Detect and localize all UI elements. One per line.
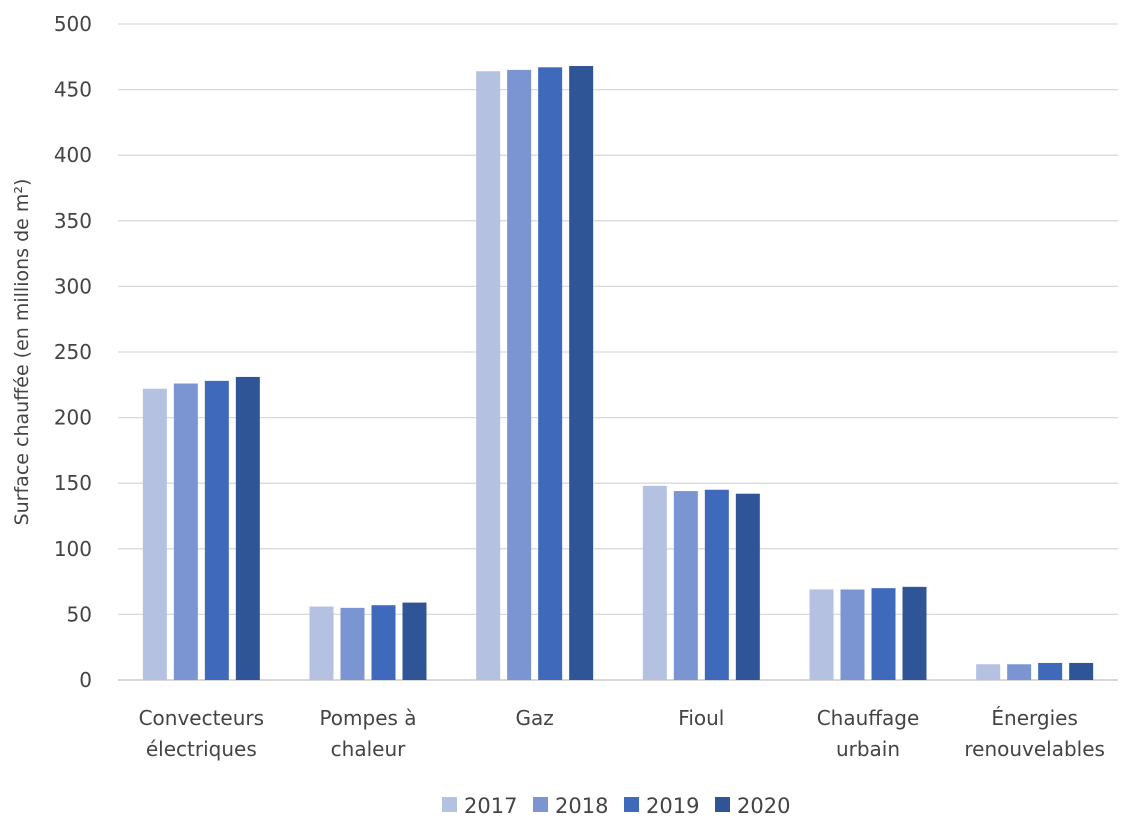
legend-label-2018: 2018 [555, 794, 608, 818]
legend-label-2020: 2020 [737, 794, 790, 818]
y-tick-label: 300 [54, 274, 92, 298]
legend-label-2017: 2017 [464, 794, 517, 818]
bar-2017 [809, 589, 834, 680]
bar-2017 [976, 664, 1001, 680]
y-tick-label: 400 [54, 143, 92, 167]
bar-2018 [840, 589, 865, 680]
bar-2019 [1038, 662, 1063, 680]
y-tick-label: 350 [54, 209, 92, 233]
legend-swatch-2017 [442, 797, 457, 812]
x-category-label: Énergies renouvelables [964, 706, 1105, 761]
legend-swatch-2019 [624, 797, 639, 812]
bar-2020 [569, 65, 594, 680]
y-tick-label: 0 [79, 668, 92, 692]
bar-2019 [704, 489, 729, 680]
gridlines [118, 23, 1118, 681]
x-category-label: Pompes à chaleur [319, 706, 416, 761]
bar-2020 [402, 602, 427, 680]
bars [142, 65, 1094, 681]
bar-2019 [871, 588, 896, 680]
bar-2020 [735, 493, 760, 680]
legend-swatch-2018 [533, 797, 548, 812]
bar-2019 [371, 605, 396, 680]
y-axis-ticks: 0 50 100 150 200 250 300 350 400 450 500 [54, 12, 92, 692]
y-tick-label: 200 [54, 406, 92, 430]
bar-2017 [642, 485, 667, 680]
bar-2020 [902, 586, 927, 680]
legend: 2017 2018 2019 2020 [442, 794, 790, 818]
y-tick-label: 450 [54, 78, 92, 102]
bar-2017 [309, 606, 334, 680]
bar-2018 [173, 383, 198, 680]
x-category-label: Chauffage urbain [817, 706, 920, 761]
bar-2018 [1007, 664, 1032, 680]
y-tick-label: 500 [54, 12, 92, 36]
x-category-label: Fioul [678, 706, 724, 730]
y-tick-label: 150 [54, 471, 92, 495]
legend-swatch-2020 [715, 797, 730, 812]
bar-2019 [204, 380, 229, 680]
x-axis-labels: Convecteurs électriques Pompes à chaleur Gaz… [139, 706, 1105, 761]
x-category-label: Gaz [516, 706, 554, 730]
bar-2020 [235, 376, 260, 680]
y-tick-label: 50 [67, 602, 92, 626]
bar-2018 [673, 491, 698, 680]
bar-2017 [476, 71, 501, 681]
legend-label-2019: 2019 [646, 794, 699, 818]
y-tick-label: 100 [54, 537, 92, 561]
x-category-label: Convecteurs électriques [139, 706, 264, 761]
bar-2017 [142, 388, 167, 680]
bar-2020 [1069, 662, 1094, 680]
y-tick-label: 250 [54, 340, 92, 364]
bar-2018 [507, 69, 532, 681]
bar-2018 [340, 607, 365, 680]
y-axis-title: Surface chauffée (en millions de m²) [11, 179, 33, 526]
bar-2019 [538, 67, 563, 680]
